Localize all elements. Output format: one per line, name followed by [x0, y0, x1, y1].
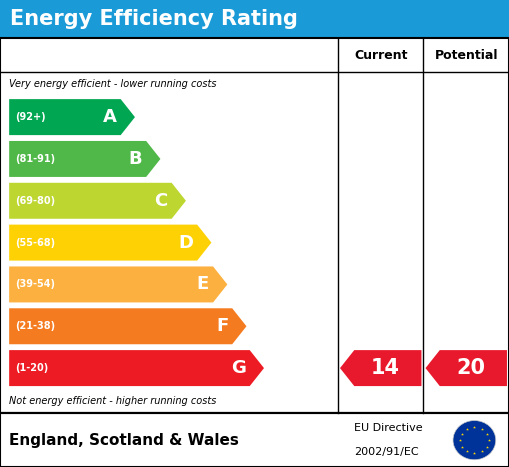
Text: (1-20): (1-20): [15, 363, 48, 373]
Text: 2002/91/EC: 2002/91/EC: [354, 447, 418, 457]
Polygon shape: [9, 225, 211, 261]
Text: (39-54): (39-54): [15, 279, 55, 290]
Polygon shape: [340, 350, 421, 386]
Text: Potential: Potential: [435, 49, 498, 62]
Text: (55-68): (55-68): [15, 238, 55, 248]
Text: England, Scotland & Wales: England, Scotland & Wales: [9, 432, 239, 448]
Text: Energy Efficiency Rating: Energy Efficiency Rating: [10, 9, 298, 29]
Text: (69-80): (69-80): [15, 196, 55, 206]
Text: A: A: [103, 108, 117, 126]
Polygon shape: [9, 183, 186, 219]
Bar: [0, 0, 509, 38]
Text: E: E: [197, 276, 209, 293]
Polygon shape: [9, 350, 264, 386]
Text: G: G: [231, 359, 246, 377]
Text: EU Directive: EU Directive: [354, 424, 422, 433]
Text: 14: 14: [371, 358, 400, 378]
Polygon shape: [9, 267, 228, 303]
Text: D: D: [178, 234, 193, 252]
Text: Not energy efficient - higher running costs: Not energy efficient - higher running co…: [9, 396, 216, 406]
Polygon shape: [9, 99, 135, 135]
Circle shape: [453, 420, 496, 460]
Polygon shape: [426, 350, 507, 386]
Polygon shape: [9, 141, 160, 177]
Bar: [0, 413, 509, 467]
Text: 20: 20: [456, 358, 485, 378]
Text: (21-38): (21-38): [15, 321, 55, 331]
Text: (81-91): (81-91): [15, 154, 55, 164]
Text: Very energy efficient - lower running costs: Very energy efficient - lower running co…: [9, 79, 217, 89]
Bar: [0, 38, 509, 413]
Text: Current: Current: [354, 49, 408, 62]
Polygon shape: [9, 308, 246, 344]
Text: F: F: [216, 317, 228, 335]
Text: B: B: [128, 150, 142, 168]
Text: C: C: [154, 192, 167, 210]
Text: (92+): (92+): [15, 112, 46, 122]
